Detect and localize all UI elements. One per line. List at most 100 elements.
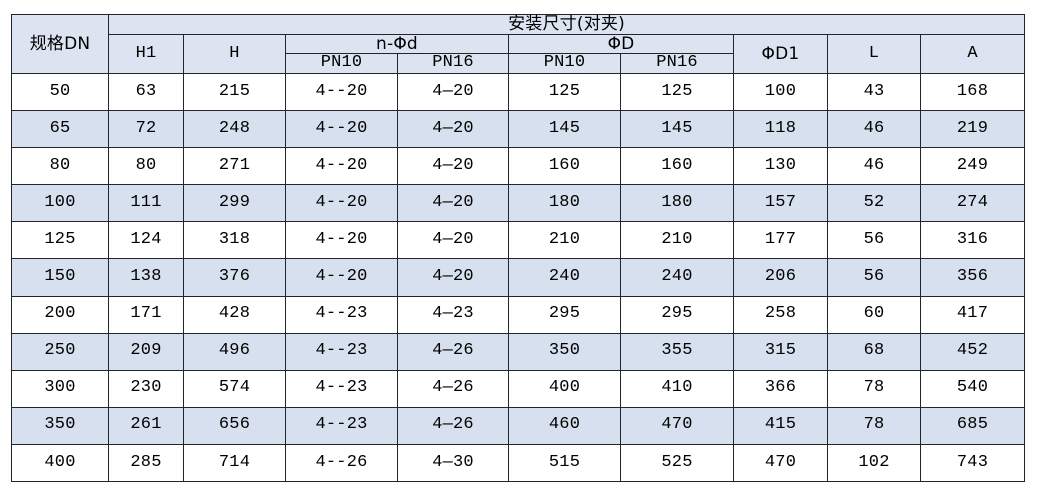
cell-h1: 171 <box>108 295 184 334</box>
header-cell-installation-dimensions: 安装尺寸(对夹) <box>107 14 1026 35</box>
cell-a: 417 <box>919 295 1026 334</box>
cell-dn: 50 <box>11 73 109 112</box>
cell-nd-pn16: 4—20 <box>397 110 509 149</box>
cell-dn: 200 <box>11 295 109 334</box>
cell-nd-pn10: 4--23 <box>285 295 398 334</box>
cell-d-pn16: 145 <box>620 110 734 149</box>
header-cell-nd-pn10: PN10 <box>285 53 398 75</box>
cell-l: 52 <box>827 184 921 223</box>
cell-d-pn10: 180 <box>508 184 621 223</box>
cell-dn: 400 <box>11 443 109 483</box>
cell-h: 496 <box>183 332 286 371</box>
header-cell-a: A <box>919 33 1026 75</box>
cell-nd-pn10: 4--26 <box>285 443 398 483</box>
cell-nd-pn10: 4--23 <box>285 369 398 408</box>
cell-d-pn16: 470 <box>620 406 734 445</box>
cell-l: 78 <box>827 369 921 408</box>
cell-nd-pn10: 4--20 <box>285 73 398 112</box>
cell-l: 43 <box>827 73 921 112</box>
table-header: 规格DN 安装尺寸(对夹) H1 H n-Φd ΦD ΦD1 L A PN10 … <box>11 13 1026 75</box>
cell-a: 356 <box>919 258 1026 297</box>
cell-h1: 138 <box>108 258 184 297</box>
table-row: 200 171 428 4--23 4—23 295 295 258 60 417 <box>11 295 1026 334</box>
cell-dn: 100 <box>11 184 109 223</box>
cell-d-pn16: 160 <box>620 147 734 186</box>
cell-d-pn10: 145 <box>508 110 621 149</box>
cell-d-pn10: 460 <box>508 406 621 445</box>
header-cell-phi-d1: ΦD1 <box>733 33 828 75</box>
cell-d-pn16: 525 <box>620 443 734 483</box>
cell-nd-pn16: 4—20 <box>397 258 509 297</box>
cell-l: 56 <box>827 221 921 260</box>
cell-h1: 261 <box>108 406 184 445</box>
cell-a: 743 <box>919 443 1026 483</box>
cell-h1: 209 <box>108 332 184 371</box>
cell-nd-pn10: 4--20 <box>285 221 398 260</box>
header-row-subgroup: H1 H n-Φd ΦD ΦD1 L A <box>12 33 1026 75</box>
cell-d1: 177 <box>733 221 828 260</box>
cell-d1: 157 <box>733 184 828 223</box>
table-row: 150 138 376 4--20 4—20 240 240 206 56 356 <box>11 258 1026 297</box>
header-cell-h1: H1 <box>108 33 184 75</box>
cell-h1: 230 <box>108 369 184 408</box>
cell-nd-pn16: 4—23 <box>397 295 509 334</box>
cell-a: 452 <box>919 332 1026 371</box>
cell-dn: 250 <box>11 332 109 371</box>
cell-h: 215 <box>183 73 286 112</box>
cell-dn: 300 <box>11 369 109 408</box>
cell-nd-pn16: 4—26 <box>397 332 509 371</box>
cell-d-pn16: 410 <box>620 369 734 408</box>
cell-nd-pn10: 4--23 <box>285 406 398 445</box>
cell-l: 102 <box>827 443 921 483</box>
installation-dimensions-table: 规格DN 安装尺寸(对夹) H1 H n-Φd ΦD ΦD1 L A PN10 … <box>11 13 1026 483</box>
cell-nd-pn10: 4--20 <box>285 147 398 186</box>
table-row: 250 209 496 4--23 4—26 350 355 315 68 452 <box>11 332 1026 371</box>
cell-d-pn16: 210 <box>620 221 734 260</box>
cell-nd-pn16: 4—20 <box>397 73 509 112</box>
cell-d1: 366 <box>733 369 828 408</box>
cell-h: 656 <box>183 406 286 445</box>
table-row: 400 285 714 4--26 4—30 515 525 470 102 743 <box>11 443 1026 483</box>
cell-nd-pn10: 4--23 <box>285 332 398 371</box>
spec-table-container: 规格DN 安装尺寸(对夹) H1 H n-Φd ΦD ΦD1 L A PN10 … <box>11 13 1026 483</box>
cell-l: 60 <box>827 295 921 334</box>
header-cell-phi-d: ΦD <box>508 33 734 55</box>
cell-d-pn16: 180 <box>620 184 734 223</box>
cell-l: 68 <box>827 332 921 371</box>
table-row: 50 63 215 4--20 4—20 125 125 100 43 168 <box>11 73 1026 112</box>
cell-nd-pn10: 4--20 <box>285 258 398 297</box>
header-row-group: 规格DN 安装尺寸(对夹) <box>11 13 1026 75</box>
cell-a: 168 <box>919 73 1026 112</box>
cell-dn: 80 <box>11 147 109 186</box>
cell-h: 271 <box>183 147 286 186</box>
cell-a: 316 <box>919 221 1026 260</box>
cell-d-pn10: 400 <box>508 369 621 408</box>
cell-nd-pn10: 4--20 <box>285 184 398 223</box>
cell-d-pn10: 515 <box>508 443 621 483</box>
cell-d1: 415 <box>733 406 828 445</box>
cell-nd-pn16: 4—20 <box>397 147 509 186</box>
cell-d1: 130 <box>733 147 828 186</box>
cell-d-pn10: 125 <box>508 73 621 112</box>
cell-d1: 258 <box>733 295 828 334</box>
header-cell-d-pn10: PN10 <box>508 53 621 75</box>
cell-d-pn10: 240 <box>508 258 621 297</box>
header-cell-d-pn16: PN16 <box>620 53 734 75</box>
cell-nd-pn16: 4—20 <box>397 221 509 260</box>
table-row: 65 72 248 4--20 4—20 145 145 118 46 219 <box>11 110 1026 149</box>
table-row: 350 261 656 4--23 4—26 460 470 415 78 685 <box>11 406 1026 445</box>
cell-h: 299 <box>183 184 286 223</box>
cell-d-pn10: 295 <box>508 295 621 334</box>
cell-d1: 100 <box>733 73 828 112</box>
cell-d1: 470 <box>733 443 828 483</box>
cell-d1: 315 <box>733 332 828 371</box>
table-row: 80 80 271 4--20 4—20 160 160 130 46 249 <box>11 147 1026 186</box>
cell-d-pn10: 160 <box>508 147 621 186</box>
table-body: 50 63 215 4--20 4—20 125 125 100 43 168 65 72 248 4--… <box>11 73 1026 483</box>
cell-nd-pn16: 4—20 <box>397 184 509 223</box>
cell-h1: 63 <box>108 73 184 112</box>
cell-d1: 118 <box>733 110 828 149</box>
cell-h: 376 <box>183 258 286 297</box>
cell-h1: 80 <box>108 147 184 186</box>
cell-l: 56 <box>827 258 921 297</box>
